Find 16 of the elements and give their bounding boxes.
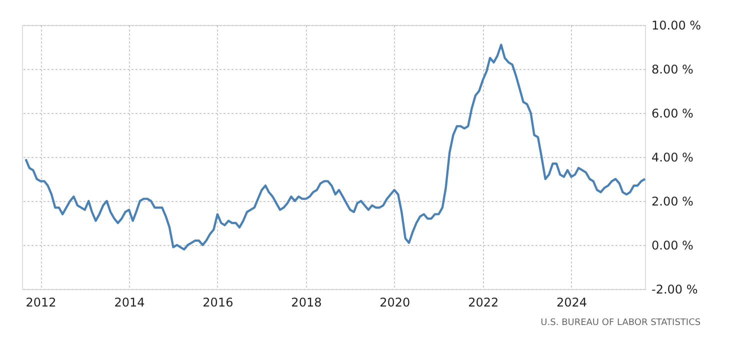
y-tick-label: 6.00 %	[652, 106, 694, 120]
y-tick-label: -2.00 %	[652, 282, 698, 296]
x-tick-label: 2016	[202, 296, 234, 310]
x-tick-label: 2018	[291, 296, 322, 310]
x-tick-label: 2020	[380, 296, 410, 310]
x-tick-label: 2012	[26, 296, 56, 310]
x-tick-label: 2022	[468, 296, 499, 310]
y-tick-label: 0.00 %	[652, 238, 694, 252]
text: U.S. BUREAU OF LABOR STATISTICS	[540, 318, 701, 328]
x-tick-label: 2014	[114, 296, 145, 310]
y-tick-label: 4.00 %	[652, 150, 694, 164]
x-tick-label: 2024	[556, 296, 588, 310]
y-tick-label: 2.00 %	[652, 194, 694, 208]
y-tick-label: 10.00 %	[652, 18, 702, 32]
line-series	[24, 44, 646, 250]
y-tick-label: 8.00 %	[652, 62, 694, 76]
